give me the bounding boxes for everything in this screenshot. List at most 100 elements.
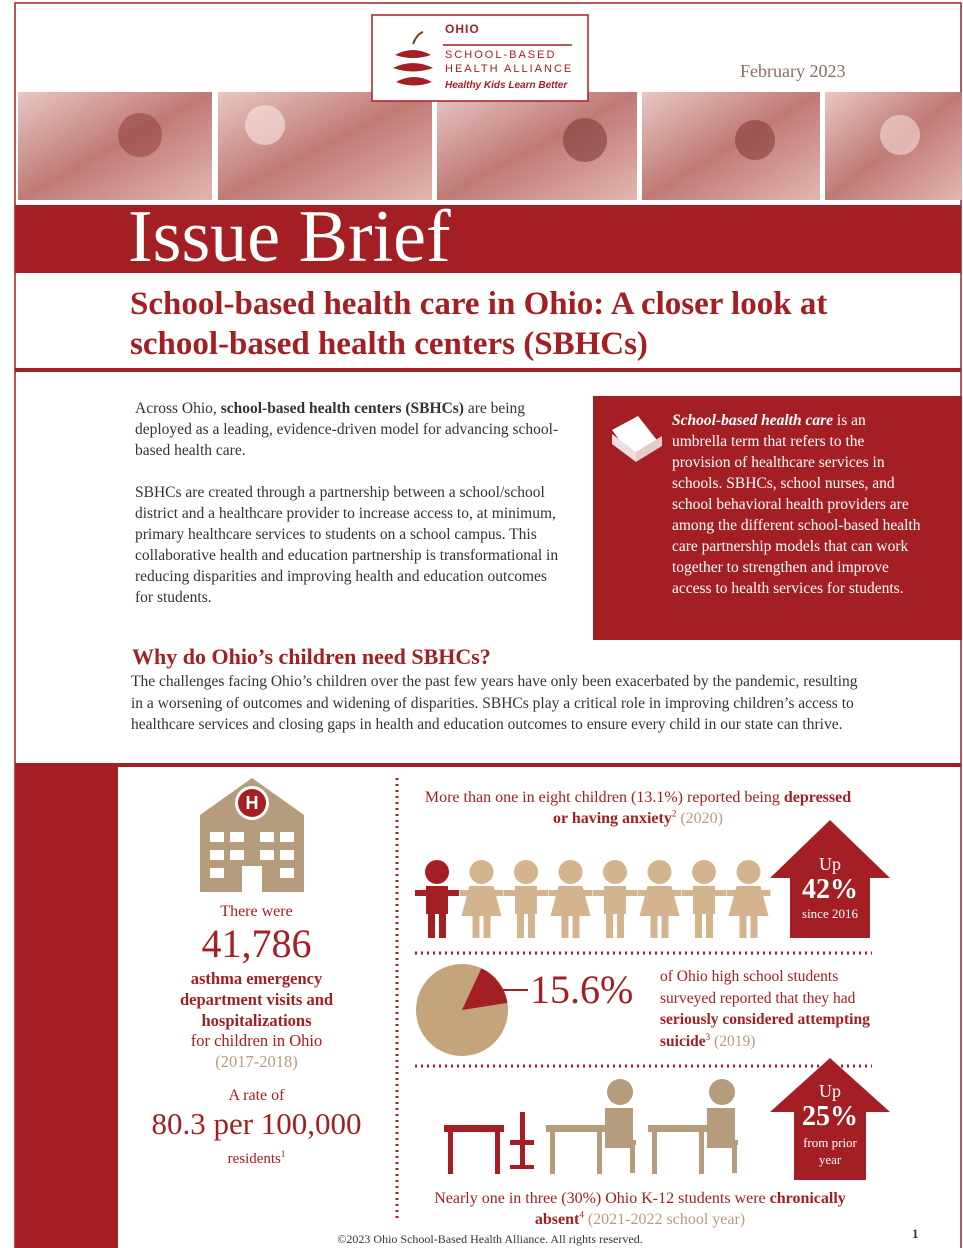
photo (18, 92, 212, 200)
hospital-letter: H (246, 793, 259, 813)
classroom-icon (444, 1079, 738, 1174)
section-body: The challenges facing Ohio’s children ov… (131, 671, 866, 736)
child-leg (528, 914, 535, 938)
photo-figure (735, 120, 775, 160)
stat-caption: More than one in eight children (13.1%) … (418, 787, 858, 829)
text-bold: School-based health care (672, 412, 833, 429)
text: Nearly one in three (30%) Ohio K-12 stud… (434, 1190, 765, 1207)
child-arm (727, 890, 771, 896)
stat-period: (2021-2022 school year) (588, 1211, 745, 1228)
stat-description: asthma emergency department visits and h… (150, 968, 363, 1031)
child-leg (562, 914, 569, 938)
stat-context: for children in Ohio (118, 1031, 395, 1051)
photo-figure (563, 118, 607, 162)
text: residents (228, 1151, 281, 1167)
section-heading: Why do Ohio’s children need SBHCs? (132, 644, 491, 670)
stat-caption: Nearly one in three (30%) Ohio K-12 stud… (425, 1188, 855, 1230)
copyright: ©2023 Ohio School-Based Health Alliance.… (240, 1232, 740, 1247)
stat-lead: A rate of (118, 1087, 395, 1105)
stat-period: (2020) (680, 810, 723, 827)
child-figure (549, 860, 593, 938)
stat-lead: There were (118, 903, 395, 921)
child-figure (727, 860, 771, 938)
photo (218, 92, 432, 200)
change-amount: 42% (790, 876, 870, 904)
child-figure (460, 860, 504, 938)
intro: Across Ohio, school-based health centers… (135, 398, 560, 608)
sidebar (15, 767, 118, 1248)
paragraph: Across Ohio, school-based health centers… (135, 398, 560, 461)
child-arm (415, 890, 459, 896)
footnote-ref: 2 (672, 809, 677, 819)
child-head (514, 860, 538, 884)
callout-text: School-based health care is an umbrella … (672, 410, 924, 599)
stat-period: (2017-2018) (118, 1052, 395, 1072)
child-leg (751, 914, 758, 938)
logo-text: HEALTH ALLIANCE (445, 63, 573, 75)
child-head (470, 860, 494, 884)
child-leg (606, 914, 613, 938)
child-figure (593, 860, 637, 938)
text: of Ohio high school students surveyed re… (660, 968, 855, 1007)
child-head (737, 860, 761, 884)
child-figure (638, 860, 682, 938)
section-rule (15, 763, 961, 767)
stat-period: (2019) (714, 1033, 755, 1050)
child-leg (517, 914, 524, 938)
text: Across Ohio, (135, 400, 221, 417)
child-head (425, 860, 449, 884)
pie (416, 964, 508, 1056)
child-leg (617, 914, 624, 938)
child-leg (428, 914, 435, 938)
paragraph: SBHCs are created through a partnership … (135, 482, 560, 608)
child-arm (682, 890, 726, 896)
child-leg (473, 914, 480, 938)
change-amount: 25% (794, 1103, 866, 1131)
footnote-ref: 3 (706, 1031, 711, 1041)
date: February 2023 (740, 61, 845, 82)
footnote-ref: 4 (579, 1210, 584, 1220)
child-leg (651, 914, 658, 938)
kicker: Issue Brief (128, 196, 451, 278)
child-figure (682, 860, 726, 938)
child-leg (662, 914, 669, 938)
text-bold: school-based health centers (SBHCs) (221, 400, 464, 417)
child-head (603, 860, 627, 884)
child-arm (593, 890, 637, 896)
arrow-label: Up 42% since 2016 (790, 855, 870, 920)
pie-label: 15.6% (530, 966, 633, 1013)
change-direction: Up (790, 855, 870, 873)
page-number: 1 (912, 1226, 919, 1242)
stat-unit: residents1 (118, 1151, 395, 1168)
child-figure (415, 860, 459, 938)
change-since: from prior year (794, 1134, 866, 1168)
child-leg (484, 914, 491, 938)
child-head (559, 860, 583, 884)
stat-caption: of Ohio high school students surveyed re… (660, 966, 885, 1052)
arrow-label: Up 25% from prior year (794, 1082, 866, 1168)
child-leg (695, 914, 702, 938)
photo (437, 92, 637, 200)
child-leg (706, 914, 713, 938)
text-bold: seriously considered attempting suicide (660, 1011, 870, 1050)
text: is an umbrella term that refers to the p… (672, 412, 921, 597)
stat-rate: 80.3 per 100,000 (118, 1106, 395, 1142)
logo-text: OHIO (445, 22, 480, 36)
page: H OHIO SCHOOL-BASED HEALTH ALLIANCE Heal… (0, 0, 963, 1248)
child-leg (573, 914, 580, 938)
child-head (648, 860, 672, 884)
change-direction: Up (794, 1082, 866, 1100)
text: More than one in eight children (13.1%) … (425, 789, 780, 806)
doc-title: School-based health care in Ohio: A clos… (130, 284, 890, 364)
photo-figure (118, 113, 162, 157)
child-arm (504, 890, 548, 896)
footnote-ref: 1 (281, 1149, 286, 1159)
photo-strip (18, 92, 962, 200)
child-figure (504, 860, 548, 938)
photo-figure (245, 105, 285, 145)
body: { "header": { "logo": {"line_1": "OHIO",… (0, 0, 963, 1248)
stat-number: 41,786 (118, 920, 395, 967)
child-leg (740, 914, 747, 938)
child-leg (439, 914, 446, 938)
child-arm (638, 890, 682, 896)
